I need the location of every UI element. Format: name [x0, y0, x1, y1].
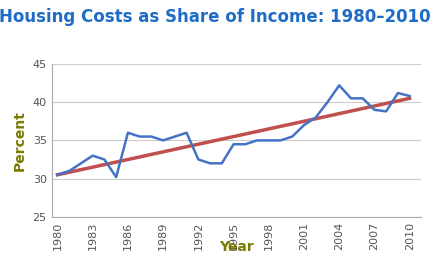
Text: Year: Year	[219, 240, 254, 254]
Y-axis label: Percent: Percent	[13, 110, 27, 171]
Text: Housing Costs as Share of Income: 1980–2010: Housing Costs as Share of Income: 1980–2…	[0, 8, 430, 26]
